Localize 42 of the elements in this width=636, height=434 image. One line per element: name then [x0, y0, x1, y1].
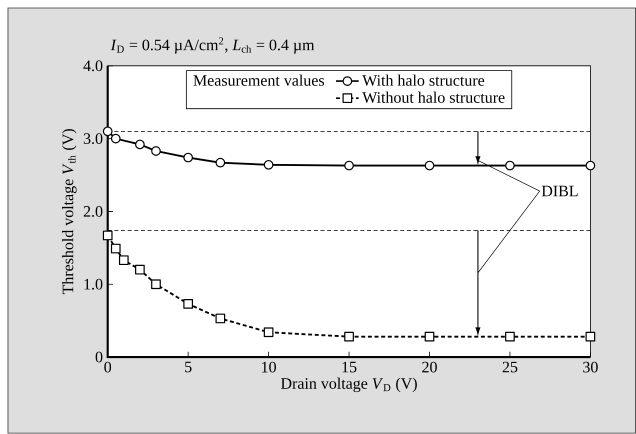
point: [151, 280, 161, 290]
point: [586, 332, 596, 342]
y-tick-label: 1.0: [84, 279, 102, 290]
point: [424, 332, 434, 342]
annotation: DIBL: [542, 186, 578, 196]
x-tick-label: 15: [342, 362, 356, 373]
x-tick-label: 5: [185, 362, 192, 373]
point: [151, 146, 161, 156]
legend-title: Measurement values: [193, 74, 324, 86]
legend-label: With halo structure: [362, 74, 484, 86]
point: [118, 256, 129, 266]
point: [344, 332, 354, 342]
point: [102, 230, 113, 241]
point: [264, 160, 274, 170]
point: [344, 160, 354, 171]
point: [505, 332, 515, 342]
x-tick-label: 0: [104, 362, 112, 373]
x-tick-label: 10: [262, 362, 276, 373]
point: [110, 244, 121, 254]
legend-label: Without halo structure: [362, 92, 505, 104]
point: [505, 160, 515, 171]
x-tick-label: 30: [583, 362, 598, 373]
y-tick-label: 3.0: [84, 133, 102, 144]
point: [264, 328, 274, 338]
x-tick-label: 20: [422, 362, 437, 373]
point: [135, 265, 145, 275]
point: [424, 160, 434, 171]
y-tick-label: 0: [96, 352, 102, 363]
y-axis-title: Threshold voltage V$_{th}$ (V): [62, 129, 77, 294]
y-tick-label: 2.0: [84, 206, 102, 218]
x-axis-title: Drain voltage V$_{D}$ (V): [280, 378, 417, 392]
point: [102, 126, 113, 136]
y-tick-label: 4.0: [83, 60, 102, 72]
point: [183, 152, 194, 163]
chart-title: I$_{D}$ = 0.54 µA/cm$^{2}$, L$_{ch}$ = 0.4 µm: [110, 38, 314, 54]
point: [183, 299, 194, 309]
point: [135, 140, 145, 150]
x-tick-label: 25: [502, 362, 518, 373]
point: [110, 134, 121, 144]
point: [215, 158, 226, 168]
point: [215, 314, 226, 324]
point: [586, 160, 596, 171]
